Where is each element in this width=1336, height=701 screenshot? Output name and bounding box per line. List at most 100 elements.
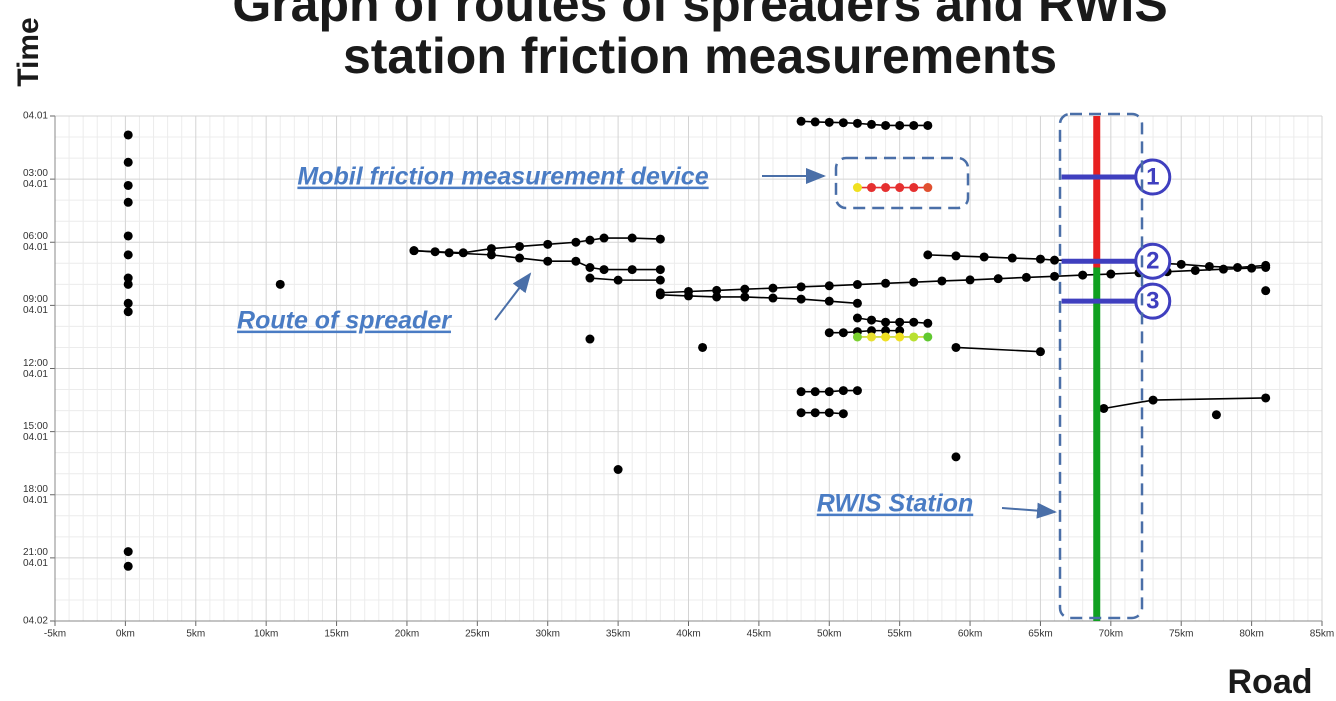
data-point [515,253,525,263]
data-point [838,328,848,338]
y-tick-label: 04.01 [22,110,48,122]
data-point [895,326,905,336]
data-point [585,273,595,283]
data-point [852,332,862,342]
x-tick-label: 70km [1099,629,1123,640]
data-point [1050,255,1060,265]
data-point [923,250,933,260]
data-point [123,298,133,308]
data-point [838,409,848,419]
data-point [684,291,693,301]
data-point [824,296,834,306]
data-point [1148,395,1158,405]
data-point [1078,270,1088,280]
x-tick-label: 75km [1169,629,1193,640]
y-tick-label: 15:00 04.01 [22,420,48,443]
y-tick-label: 09:00 04.01 [22,294,48,317]
data-point [895,120,905,130]
data-point [810,387,820,397]
data-point [909,317,919,327]
data-point [824,408,834,418]
data-point [712,292,722,302]
annotation: Mobil friction measurement device [297,163,708,191]
data-point [923,318,933,328]
data-point [838,386,848,396]
data-point [796,387,806,397]
data-point [123,180,133,190]
y-tick-label: 18:00 04.01 [22,483,48,506]
data-point [965,275,975,285]
x-tick-label: 15km [324,629,348,640]
data-point [613,275,623,285]
data-point [824,387,834,397]
data-point [655,275,665,285]
data-point [1099,403,1109,413]
data-point [1204,261,1214,271]
reading-marker-label: 2 [1146,248,1159,275]
data-point [951,251,961,261]
data-point [867,183,877,193]
data-point [881,120,891,130]
data-point [740,284,750,294]
y-tick-label: 06:00 04.01 [22,231,48,254]
data-point [599,265,609,275]
data-point [655,234,665,244]
data-point [515,241,525,251]
route-line [955,346,1041,353]
x-tick-label: 25km [465,629,489,640]
data-point [123,547,133,557]
data-point [585,263,595,272]
data-point [881,332,891,342]
data-point [123,197,133,207]
data-point [599,233,609,243]
route-line [660,266,1266,294]
data-point [796,282,806,292]
annotation: RWIS Station [817,490,973,518]
data-point [486,244,496,254]
data-point [852,280,862,290]
data-point [1211,410,1221,420]
data-point [909,332,919,342]
y-tick-label: 21:00 04.01 [22,546,48,569]
data-point [1190,265,1200,275]
data-point [796,116,806,126]
data-point [1021,272,1031,282]
data-point [810,408,820,418]
data-point [768,283,778,293]
x-tick-label: -5km [44,629,66,640]
data-point [123,561,133,571]
data-point [796,408,806,418]
data-point [1176,259,1186,269]
data-point [867,332,877,342]
data-point [1218,264,1228,274]
annotation-box [1058,112,1144,620]
reading-marker-label: 1 [1146,163,1159,190]
x-tick-label: 20km [395,629,419,640]
y-tick-label: 12:00 04.01 [22,357,48,380]
data-point [627,265,637,275]
data-point [852,183,862,193]
data-point [123,157,133,167]
reading-marker-label: 3 [1146,288,1159,315]
x-tick-label: 55km [887,629,911,640]
x-axis-label: Road [1228,663,1313,701]
data-point [123,307,133,317]
data-point [123,130,133,140]
data-point [1261,393,1271,403]
data-point [881,326,891,336]
data-point [951,452,961,462]
data-point [123,250,133,260]
data-point [1050,271,1060,281]
data-point [1261,286,1271,296]
data-point [486,250,496,260]
y-tick-label: 04.02 [22,615,48,627]
route-line [660,294,858,305]
data-point [543,239,553,249]
data-point [571,237,581,247]
annotation-box [834,156,970,210]
x-tick-label: 50km [817,629,841,640]
data-point [444,248,454,258]
x-tick-label: 60km [958,629,982,640]
data-point [810,117,820,127]
